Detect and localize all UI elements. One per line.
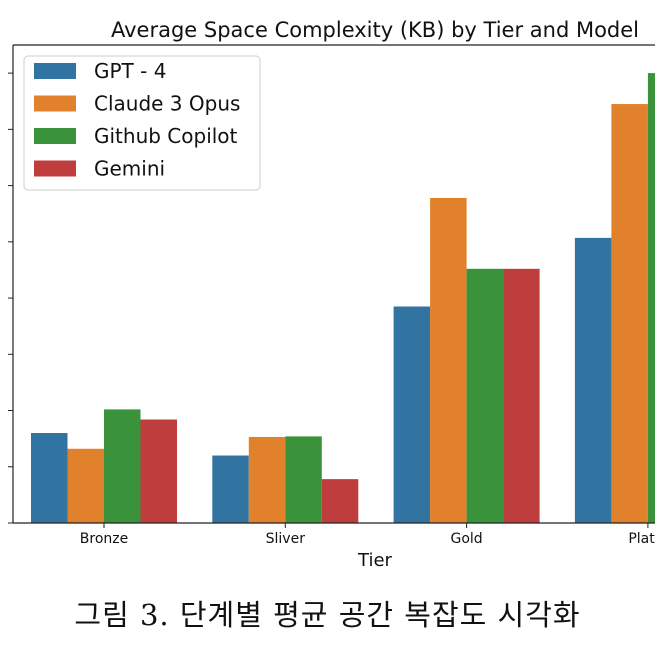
legend-swatch-4 [34, 160, 76, 177]
legend-label-2: Claude 3 Opus [94, 92, 240, 116]
legend-label-3: Github Copilot [94, 124, 238, 148]
bar-platinum-2 [611, 104, 648, 523]
legend: GPT - 4 Claude 3 Opus Github Copilot Gemini [23, 55, 261, 191]
bar-gold-3 [466, 268, 504, 523]
x-axis-label: Tier [357, 550, 393, 571]
x-tick-label-1: Sliver [266, 531, 306, 547]
legend-box [23, 55, 261, 191]
chart-title: Average Space Complexity (KB) by Tier an… [111, 18, 639, 42]
bar-bronze-2 [67, 448, 104, 523]
x-tick-label-3: Platin [628, 531, 655, 547]
bar-sliver-3 [285, 436, 322, 523]
legend-label-4: Gemini [94, 157, 165, 181]
bars-group [31, 73, 655, 523]
bar-sliver-4 [321, 479, 359, 523]
bar-platinum-3 [647, 73, 655, 523]
axes-group: Bronze Sliver Gold Platin [8, 44, 655, 547]
legend-swatch-1 [34, 63, 76, 79]
bar-gold-1 [393, 306, 431, 523]
bar-chart: Average Space Complexity (KB) by Tier an… [8, 18, 655, 571]
bar-platinum-1 [574, 237, 612, 523]
x-tick-label-0: Bronze [80, 531, 128, 547]
figure-caption: 그림 3. 단계별 평균 공간 복잡도 시각화 [74, 598, 581, 632]
bar-gold-2 [430, 197, 467, 523]
legend-swatch-3 [34, 128, 76, 144]
legend-swatch-2 [34, 95, 76, 112]
bar-sliver-2 [248, 436, 286, 523]
legend-label-1: GPT - 4 [94, 59, 166, 83]
bar-bronze-4 [140, 419, 177, 523]
bar-bronze-1 [31, 433, 68, 523]
bar-gold-4 [503, 268, 540, 523]
bar-sliver-1 [212, 455, 249, 523]
x-tick-label-2: Gold [450, 531, 482, 547]
bar-bronze-3 [104, 409, 141, 523]
